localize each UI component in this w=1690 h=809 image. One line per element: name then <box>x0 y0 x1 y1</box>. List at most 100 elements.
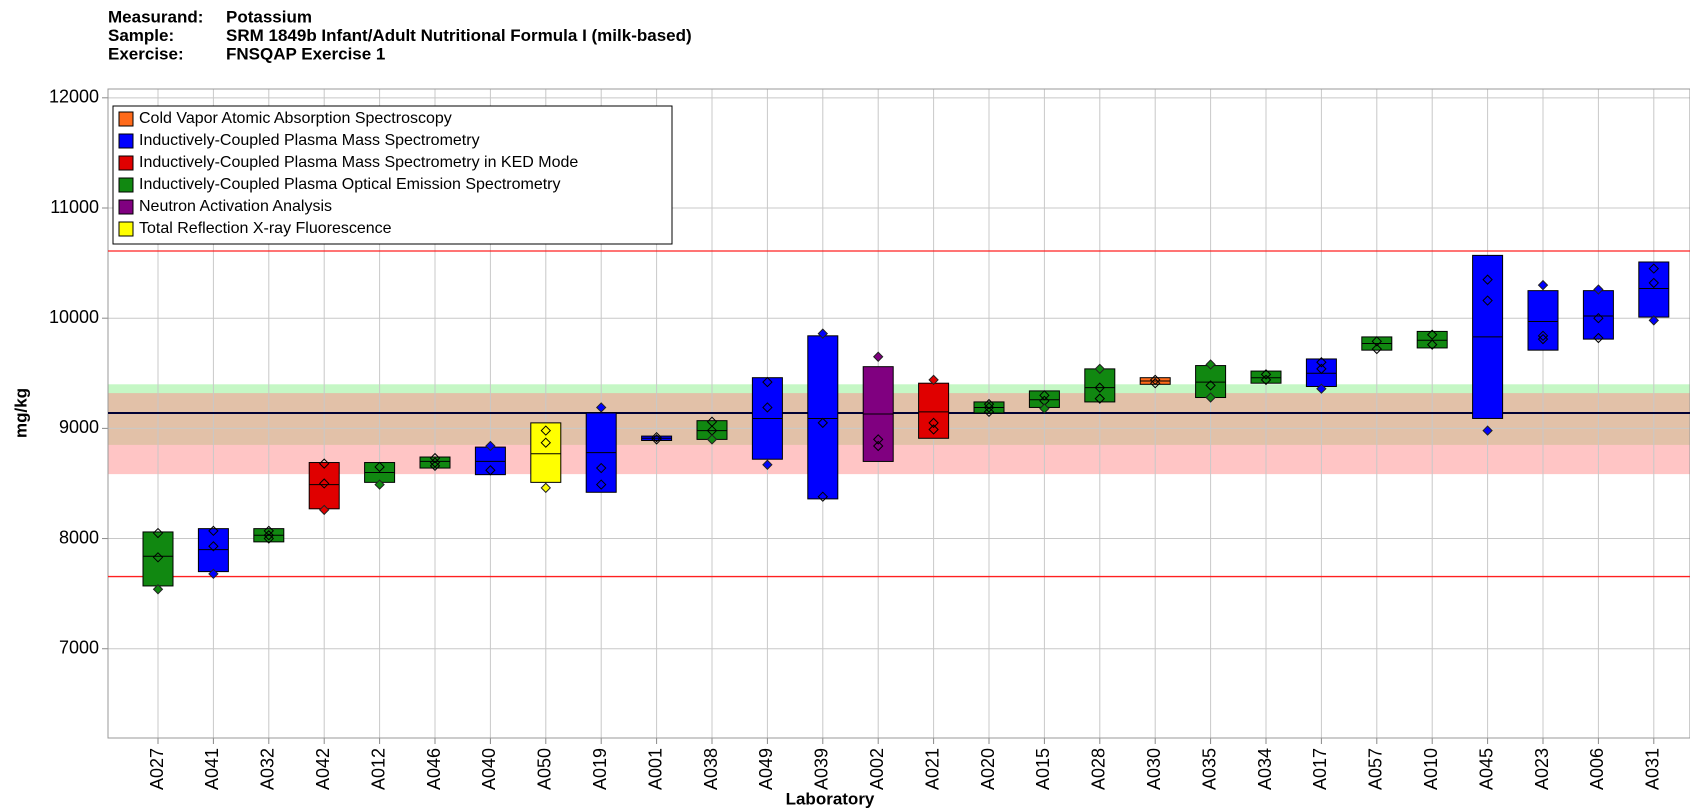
box <box>1527 290 1559 351</box>
box <box>474 446 506 476</box>
data-point <box>374 461 385 473</box>
x-tick-label: A031 <box>1643 748 1663 790</box>
legend-box <box>112 105 673 245</box>
y-axis-label: mg/kg <box>11 388 30 438</box>
data-point <box>1094 363 1106 375</box>
data-point <box>263 533 275 544</box>
data-point <box>595 462 607 474</box>
data-point <box>1426 339 1438 350</box>
data-point <box>208 568 219 580</box>
data-point <box>651 434 662 445</box>
data-point <box>263 525 275 537</box>
data-point <box>208 541 219 552</box>
x-tick-label: A019 <box>590 748 610 790</box>
data-point <box>1149 377 1161 389</box>
data-point <box>762 376 773 388</box>
x-tick-label: A035 <box>1199 748 1219 790</box>
data-point <box>1537 333 1549 345</box>
data-point <box>817 417 829 429</box>
data-point <box>540 437 552 448</box>
data-point <box>1316 357 1327 368</box>
data-point <box>1482 274 1493 285</box>
x-tick-label: A020 <box>978 748 998 790</box>
data-point <box>152 552 164 563</box>
legend-swatch <box>118 221 134 237</box>
header-label: Sample: <box>108 26 174 45</box>
box <box>308 462 340 510</box>
x-tick-label: A034 <box>1255 748 1275 790</box>
data-point <box>152 584 164 595</box>
data-point <box>983 402 995 413</box>
data-point <box>872 351 884 362</box>
data-point <box>1260 369 1272 380</box>
data-point <box>374 479 385 490</box>
header-value: FNSQAP Exercise 1 <box>226 44 385 63</box>
x-tick-label: A010 <box>1421 748 1441 790</box>
x-tick-label: A012 <box>368 748 388 790</box>
data-point <box>152 527 164 539</box>
data-point <box>1039 403 1050 414</box>
data-point <box>762 459 773 470</box>
data-point <box>651 431 662 443</box>
data-point <box>1316 383 1327 394</box>
data-point <box>1537 279 1549 291</box>
x-tick-label: A046 <box>424 748 444 790</box>
x-tick-label: A050 <box>535 748 555 790</box>
x-tick-label: A040 <box>479 748 499 790</box>
x-tick-label: A015 <box>1033 748 1053 790</box>
x-tick-label: A057 <box>1366 748 1386 790</box>
legend-swatch <box>118 111 134 127</box>
y-tick-label: 9000 <box>59 417 99 437</box>
x-tick-label: A021 <box>922 748 942 790</box>
x-tick-label: A002 <box>867 748 887 790</box>
data-point <box>1426 329 1438 340</box>
data-point <box>1205 380 1216 391</box>
x-tick-label: A039 <box>812 748 832 790</box>
data-point <box>817 491 829 502</box>
x-tick-label: A045 <box>1476 748 1496 790</box>
y-tick-label: 8000 <box>59 527 99 547</box>
data-point <box>1482 295 1493 306</box>
data-point <box>485 440 496 452</box>
data-point <box>1593 284 1604 295</box>
data-point <box>540 425 552 436</box>
x-tick-label: A038 <box>701 748 721 790</box>
y-tick-label: 12000 <box>49 87 99 107</box>
data-point <box>1648 277 1660 289</box>
data-point <box>928 374 939 386</box>
data-point <box>1094 393 1106 404</box>
header-value: Potassium <box>226 7 312 26</box>
data-point <box>1371 336 1383 347</box>
legend-label: Inductively-Coupled Plasma Optical Emiss… <box>139 176 561 193</box>
box <box>1582 290 1614 340</box>
data-point <box>1260 374 1272 386</box>
data-point <box>1593 332 1604 344</box>
legend-label: Cold Vapor Atomic Absorption Spectroscop… <box>139 110 452 127</box>
x-tick-label: A041 <box>202 748 222 790</box>
x-tick-label: A028 <box>1089 748 1109 790</box>
data-point <box>1316 363 1327 375</box>
legend-swatch <box>118 177 134 193</box>
data-point <box>872 434 884 445</box>
y-tick-label: 10000 <box>49 307 99 327</box>
legend-swatch <box>118 133 134 149</box>
legend-swatch <box>118 199 134 215</box>
x-tick-label: A006 <box>1587 748 1607 790</box>
data-point <box>1593 312 1604 324</box>
box <box>1250 370 1282 384</box>
data-point <box>595 402 607 413</box>
legend-label: Total Reflection X-ray Fluorescence <box>139 220 392 237</box>
y-tick-label: 7000 <box>59 637 99 657</box>
data-point <box>429 460 441 472</box>
data-point <box>817 328 829 339</box>
data-point <box>1205 359 1216 370</box>
x-tick-label: A017 <box>1310 748 1330 790</box>
data-point <box>1371 343 1383 355</box>
data-point <box>706 434 718 445</box>
x-tick-label: A049 <box>756 748 776 790</box>
data-point <box>1039 390 1050 401</box>
data-point <box>318 458 330 469</box>
data-point <box>208 525 219 537</box>
legend-label: Neutron Activation Analysis <box>139 198 332 215</box>
box <box>142 531 174 587</box>
